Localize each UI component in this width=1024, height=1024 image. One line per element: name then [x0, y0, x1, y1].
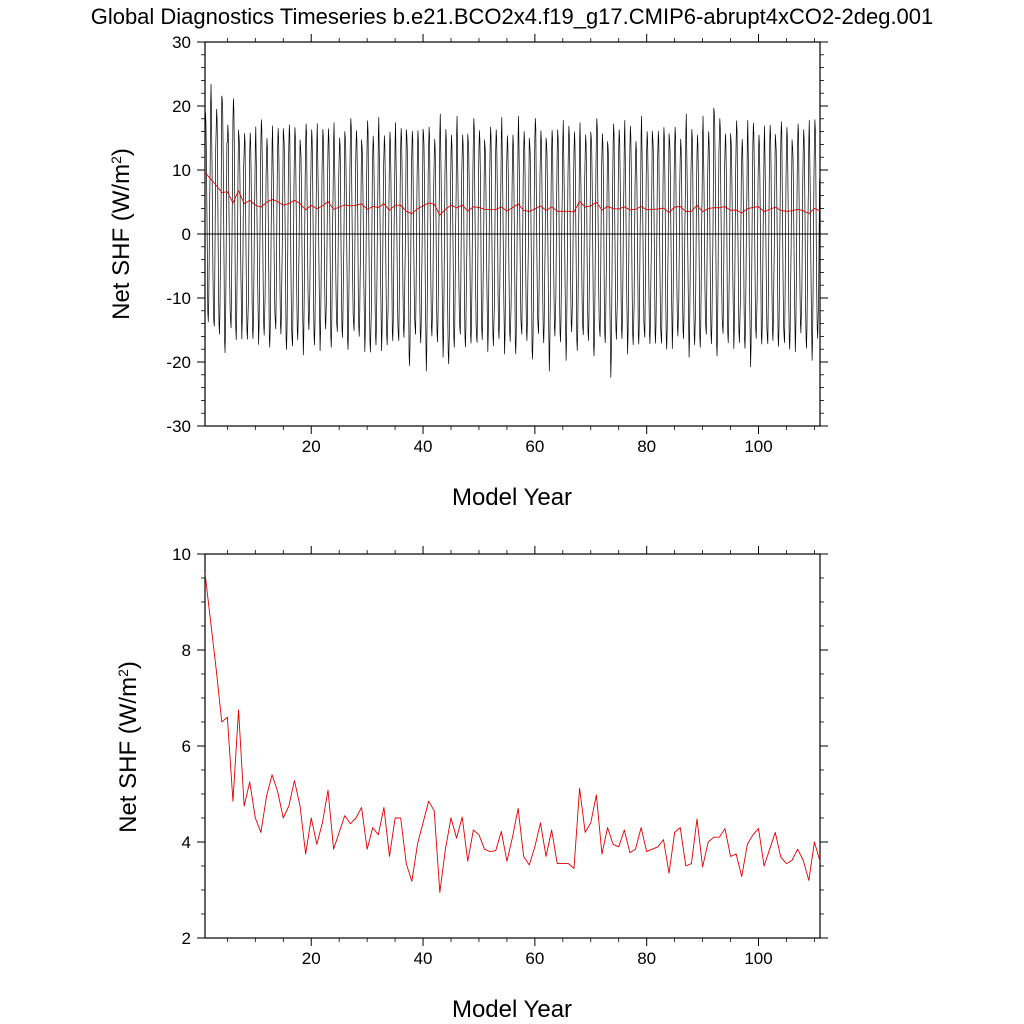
top-y-tick-label: 0 [182, 225, 191, 244]
top-y-tick-label: 30 [172, 33, 191, 52]
bottom-y-axis-label: Net SHF (W/m2) [115, 661, 142, 833]
bottom-series-line-0 [204, 573, 821, 893]
bottom-y-tick-label: 4 [182, 833, 191, 852]
bottom-y-tick-label: 2 [182, 929, 191, 948]
top-series-line-1 [204, 172, 821, 216]
top-x-tick-label: 80 [637, 437, 656, 456]
bottom-x-tick-label: 100 [744, 949, 772, 968]
top-y-tick-label: -10 [166, 289, 191, 308]
top-y-tick-label: -30 [166, 417, 191, 436]
bottom-y-tick-label: 8 [182, 641, 191, 660]
bottom-x-axis-label: Model Year [452, 996, 572, 1023]
bottom-x-tick-label: 20 [302, 949, 321, 968]
top-x-tick-label: 40 [414, 437, 433, 456]
top-x-axis-label: Model Year [452, 484, 572, 511]
bottom-x-tick-label: 80 [637, 949, 656, 968]
top-y-tick-label: 10 [172, 161, 191, 180]
bottom-x-tick-label: 60 [525, 949, 544, 968]
bottom-y-tick-label: 6 [182, 737, 191, 756]
top-y-tick-label: 20 [172, 97, 191, 116]
bottom-x-tick-label: 40 [414, 949, 433, 968]
bottom-panel: Net SHF (W/m2) Model Year 20 40 60 80 100 2 4 6… [115, 545, 828, 1023]
top-panel: Net SHF (W/m2) Model Year 20 40 60 80 100-30… [108, 33, 828, 511]
top-x-tick-label: 60 [525, 437, 544, 456]
top-x-tick-label: 20 [302, 437, 321, 456]
top-x-tick-label: 100 [744, 437, 772, 456]
top-y-tick-label: -20 [166, 353, 191, 372]
bottom-y-tick-label: 10 [172, 545, 191, 564]
top-series-line-0 [204, 83, 820, 378]
top-y-axis-label: Net SHF (W/m2) [108, 148, 135, 320]
figure-title: Global Diagnostics Timeseries b.e21.BCO2… [91, 4, 934, 29]
